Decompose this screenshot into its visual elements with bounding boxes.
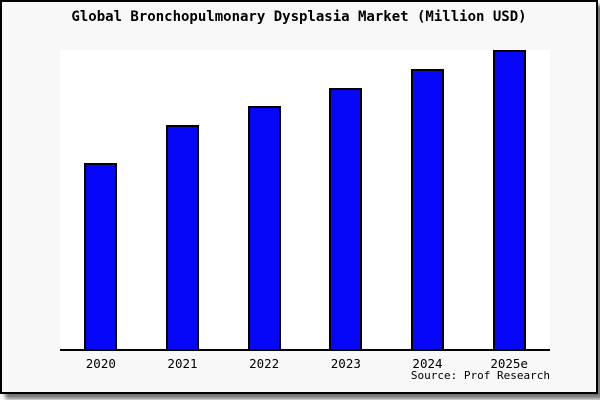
bar-2023 [329, 87, 363, 350]
bar-2020 [84, 162, 118, 350]
bar-2021 [166, 125, 199, 350]
x-axis-label-2023: 2023 [330, 356, 361, 371]
bar-2022 [247, 106, 281, 350]
chart-title: Global Bronchopulmonary Dysplasia Market… [71, 9, 527, 25]
x-axis-labels: 2020 2021 2022 2023 2024 2025e [60, 356, 550, 372]
x-axis-label-2022: 2022 [249, 356, 280, 371]
bar-2025e [492, 50, 526, 350]
bar-2024 [411, 68, 444, 350]
x-axis-label-2024: 2024 [412, 356, 443, 371]
x-axis-label-2021: 2021 [167, 356, 198, 371]
source-credit: Source: Prof Research [410, 369, 550, 382]
x-axis-label-2025e: 2025e [490, 356, 528, 371]
x-axis-line [60, 349, 550, 351]
x-axis-label-2020: 2020 [85, 356, 116, 371]
plot-area [60, 50, 550, 351]
